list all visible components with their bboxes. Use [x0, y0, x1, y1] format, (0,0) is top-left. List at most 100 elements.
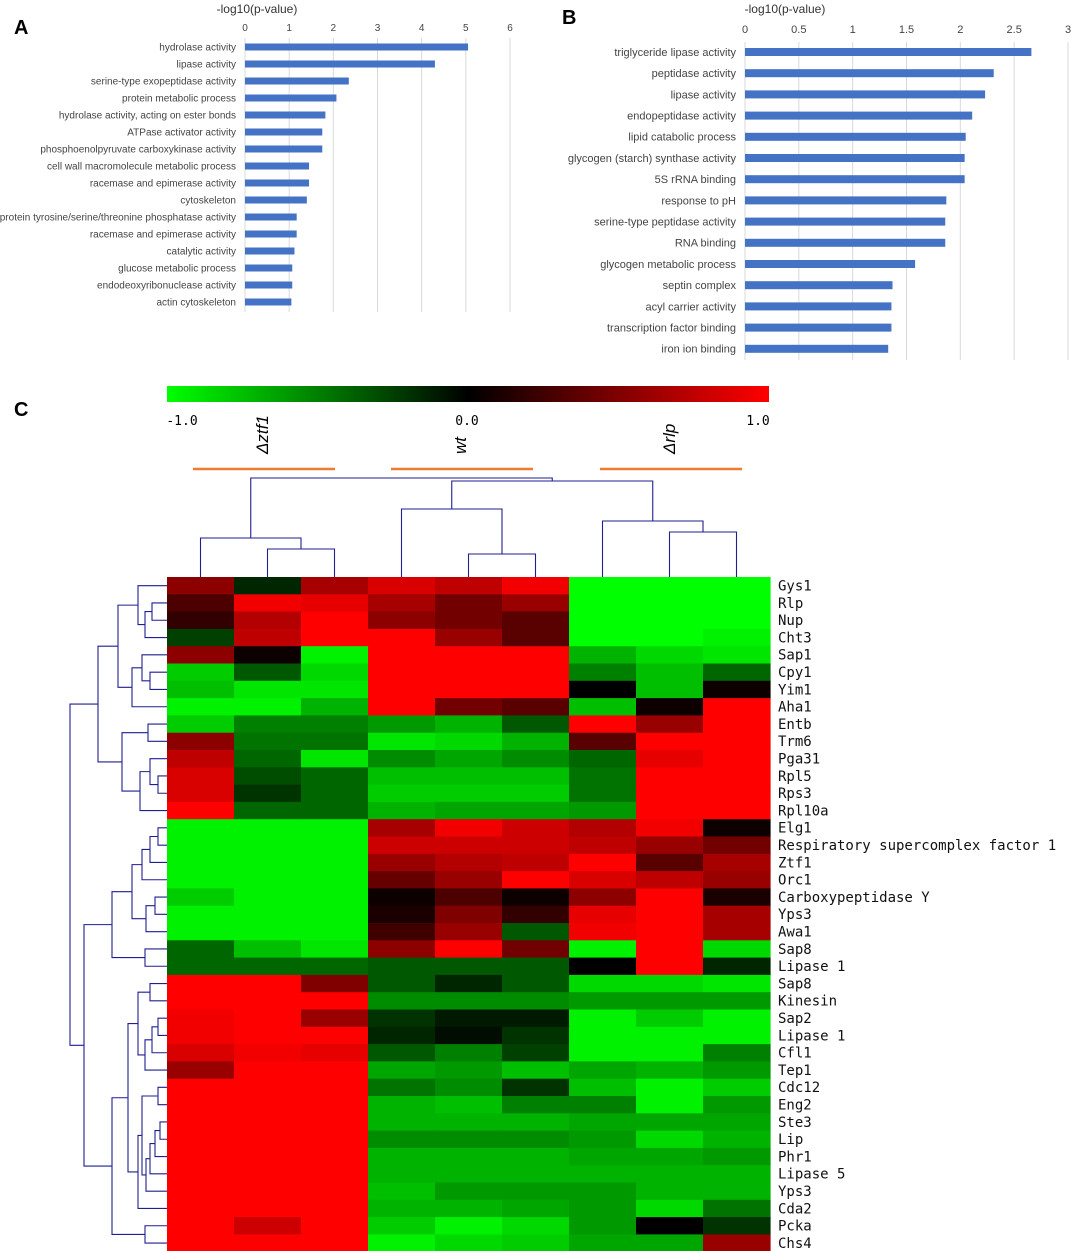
- heatmap-cell: [167, 871, 235, 889]
- heatmap-cell: [301, 801, 369, 820]
- heatmap-cell: [502, 923, 570, 941]
- heatmap-cell: [301, 750, 369, 768]
- heatmap-cell: [234, 801, 302, 820]
- bar: [745, 48, 1032, 56]
- heatmap-cell: [569, 732, 637, 751]
- heatmap-cell: [234, 1130, 302, 1149]
- heatmap-cell: [368, 905, 436, 924]
- heatmap-cell: [368, 1096, 436, 1114]
- bar: [745, 260, 916, 268]
- dendrogram-branch: [159, 1121, 167, 1140]
- bar: [245, 94, 337, 102]
- heatmap-cell: [234, 577, 302, 595]
- heatmap-cell: [569, 594, 637, 613]
- heatmap-cell: [368, 1199, 436, 1218]
- row-label: Pga31: [778, 751, 820, 767]
- dendrogram-branch: [266, 548, 336, 577]
- heatmap-cell: [569, 784, 637, 803]
- heatmap-cell: [167, 698, 235, 716]
- heatmap-cell: [167, 732, 235, 751]
- heatmap-cell: [636, 1044, 704, 1062]
- row-label: Sap8: [778, 976, 812, 992]
- heatmap-cell: [301, 957, 369, 976]
- category-label: actin cytoskeleton: [157, 298, 237, 309]
- heatmap-cell: [435, 663, 503, 682]
- heatmap-cell: [435, 577, 503, 595]
- colorbar-max-label: 1.0: [746, 414, 769, 429]
- heatmap-cell: [636, 1217, 704, 1235]
- dendrogram-branch: [117, 604, 138, 688]
- category-label: triglyceride lipase activity: [614, 47, 736, 59]
- heatmap-cell: [569, 1044, 637, 1062]
- heatmap-cell: [502, 750, 570, 768]
- heatmap-cell: [301, 940, 369, 959]
- heatmap-cell: [234, 923, 302, 941]
- panel-a-category-labels: hydrolase activity lipase activity serine-…: [0, 43, 236, 309]
- heatmap-cell: [435, 1165, 503, 1184]
- dendrogram-branch: [154, 896, 167, 915]
- row-label: Sap1: [778, 648, 812, 664]
- heatmap-cell: [167, 992, 235, 1011]
- row-label: Gys1: [778, 578, 812, 594]
- heatmap-cell: [301, 1096, 369, 1114]
- heatmap-cell: [502, 680, 570, 699]
- row-label: Trm6: [778, 734, 812, 750]
- colorbar-mid-label: 0.0: [455, 414, 478, 429]
- heatmap-cell: [368, 680, 436, 699]
- heatmap-cell: [234, 732, 302, 751]
- row-label: Sap8: [778, 942, 812, 958]
- heatmap-cell: [502, 767, 570, 786]
- heatmap-cell: [234, 663, 302, 682]
- heatmap-cell: [234, 974, 302, 993]
- category-label: cytoskeleton: [180, 196, 236, 207]
- heatmap-cell: [435, 1009, 503, 1028]
- heatmap-cell: [502, 1078, 570, 1097]
- heatmap-cell: [703, 871, 771, 889]
- heatmap-cell: [636, 732, 704, 751]
- heatmap-cell: [502, 1130, 570, 1149]
- heatmap-cell: [502, 611, 570, 630]
- heatmap-cell: [569, 836, 637, 855]
- heatmap-cell: [234, 715, 302, 734]
- heatmap-cell: [301, 1044, 369, 1062]
- heatmap-cell: [502, 1217, 570, 1235]
- heatmap-cell: [703, 836, 771, 855]
- panel-b-label: B: [562, 7, 576, 29]
- category-label: racemase and epimerase activity: [90, 179, 236, 190]
- heatmap-cell: [234, 836, 302, 855]
- dendrogram-branch: [250, 477, 553, 538]
- heatmap-cell: [167, 1217, 235, 1235]
- heatmap-cell: [167, 1182, 235, 1201]
- heatmap-cell: [435, 1199, 503, 1218]
- heatmap-cell: [301, 715, 369, 734]
- heatmap-cell: [435, 1061, 503, 1080]
- row-label: Tep1: [778, 1063, 812, 1079]
- row-label: Rpl10a: [778, 803, 829, 819]
- heatmap-cell: [301, 646, 369, 665]
- heatmap-cell: [502, 1026, 570, 1045]
- heatmap-cell: [368, 957, 436, 976]
- heatmap-cell: [636, 1026, 704, 1045]
- heatmap-cell: [569, 1009, 637, 1028]
- category-label: response to pH: [661, 195, 736, 207]
- panel-b-category-labels: triglyceride lipase activity peptidase ac…: [568, 47, 737, 356]
- heatmap-cell: [703, 853, 771, 872]
- heatmap-cell: [569, 1096, 637, 1114]
- heatmap-cell: [435, 836, 503, 855]
- dendrogram-branch: [154, 1130, 167, 1158]
- heatmap-cell: [167, 1147, 235, 1166]
- heatmap-cell: [368, 663, 436, 682]
- heatmap-cell: [234, 1199, 302, 1218]
- group-label: Δrlp: [660, 424, 679, 455]
- heatmap-cell: [636, 957, 704, 976]
- heatmap-cell: [703, 1113, 771, 1132]
- heatmap-cell: [569, 1061, 637, 1080]
- heatmap-cell: [569, 1113, 637, 1132]
- heatmap-cell: [301, 1009, 369, 1028]
- heatmap-cell: [368, 1044, 436, 1062]
- tick-label: 2: [957, 24, 963, 36]
- dendrogram-branch: [144, 1225, 167, 1244]
- dendrogram-branch: [121, 732, 148, 792]
- heatmap-cell: [502, 663, 570, 682]
- bar: [745, 196, 947, 205]
